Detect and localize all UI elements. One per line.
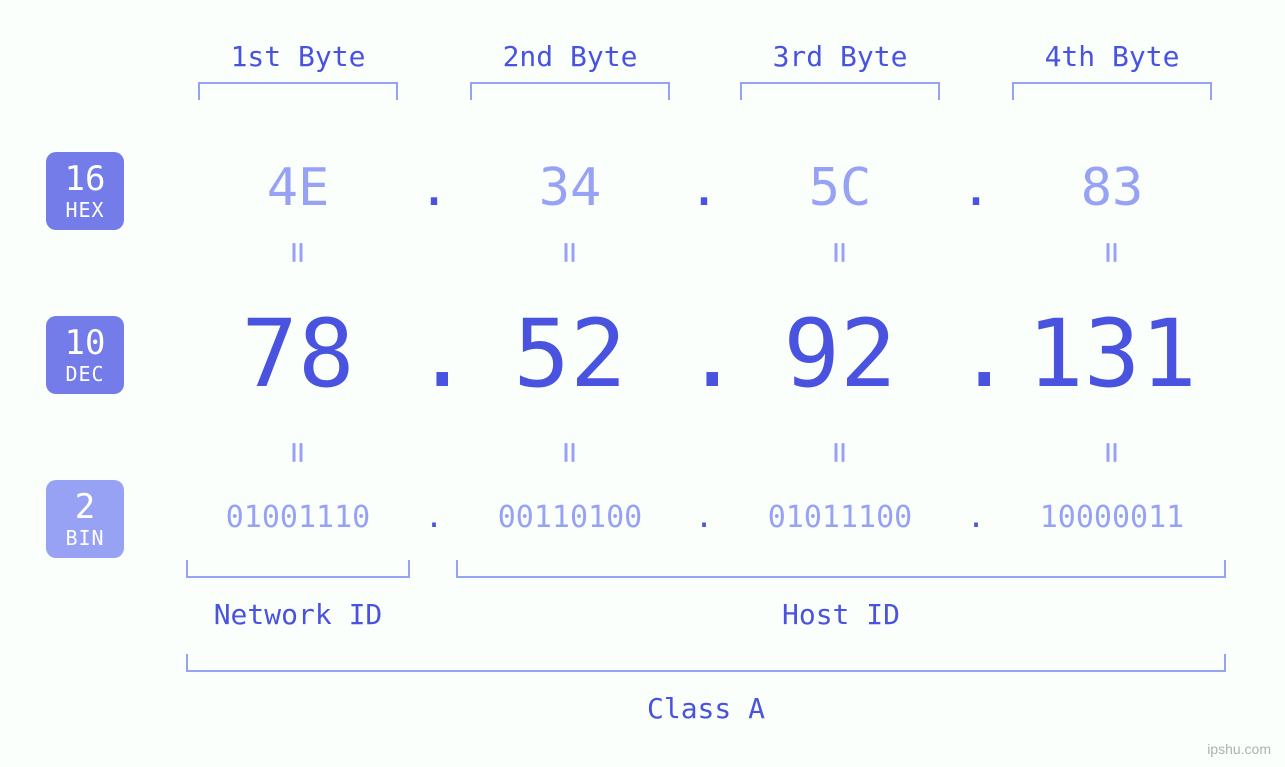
byte-bracket [740,82,940,98]
hex-val: 5C [740,158,940,218]
badge-hex-num: 16 [65,162,106,196]
separator-dot: . [684,158,724,218]
separator-dot: . [684,500,724,535]
bin-val: 00110100 [450,500,690,535]
bin-val: 01001110 [178,500,418,535]
badge-hex-lbl: HEX [65,200,104,220]
equals-icon: = [820,433,861,473]
bin-val: 10000011 [992,500,1232,535]
byte-bracket [198,82,398,98]
bin-val: 01011100 [720,500,960,535]
equals-icon: = [550,433,591,473]
watermark: ipshu.com [1207,741,1271,757]
equals-icon: = [278,433,319,473]
hex-val: 34 [470,158,670,218]
byte-bracket [470,82,670,98]
bracket-class [186,656,1226,672]
dec-val: 131 [992,300,1232,409]
badge-bin-lbl: BIN [65,528,104,548]
badge-hex: 16 HEX [46,152,124,230]
equals-icon: = [1092,433,1133,473]
label-host-id: Host ID [456,598,1226,631]
separator-dot: . [414,500,454,535]
badge-bin: 2 BIN [46,480,124,558]
bracket-network-id [186,562,410,578]
separator-dot: . [414,300,454,409]
separator-dot: . [956,300,996,409]
dec-val: 92 [720,300,960,409]
label-class: Class A [186,692,1226,725]
equals-icon: = [278,233,319,273]
byte-header: 2nd Byte [470,40,670,73]
byte-header: 1st Byte [198,40,398,73]
label-network-id: Network ID [186,598,410,631]
separator-dot: . [956,158,996,218]
badge-dec-lbl: DEC [65,364,104,384]
byte-header: 4th Byte [1012,40,1212,73]
dec-val: 78 [178,300,418,409]
dec-val: 52 [450,300,690,409]
badge-dec-num: 10 [65,326,106,360]
badge-bin-num: 2 [75,490,95,524]
byte-bracket [1012,82,1212,98]
equals-icon: = [820,233,861,273]
ip-diagram: 16 HEX 10 DEC 2 BIN 1st Byte 2nd Byte 3rd … [0,0,1285,767]
equals-icon: = [1092,233,1133,273]
separator-dot: . [684,300,724,409]
badge-dec: 10 DEC [46,316,124,394]
equals-icon: = [550,233,591,273]
bracket-host-id [456,562,1226,578]
separator-dot: . [956,500,996,535]
byte-header: 3rd Byte [740,40,940,73]
hex-val: 4E [198,158,398,218]
separator-dot: . [414,158,454,218]
hex-val: 83 [1012,158,1212,218]
